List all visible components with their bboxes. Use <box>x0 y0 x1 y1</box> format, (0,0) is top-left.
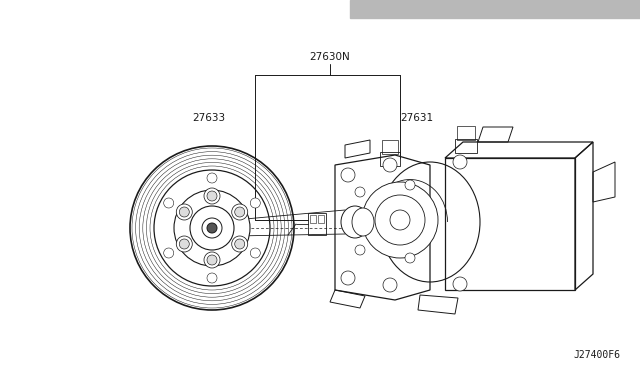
Circle shape <box>355 245 365 255</box>
Text: 27630N: 27630N <box>310 52 350 62</box>
Bar <box>457 126 475 140</box>
Circle shape <box>232 236 248 252</box>
Bar <box>382 140 398 154</box>
Ellipse shape <box>352 208 374 236</box>
Bar <box>445 158 575 290</box>
Text: 27631: 27631 <box>400 113 433 123</box>
Circle shape <box>176 236 192 252</box>
Circle shape <box>453 155 467 169</box>
Circle shape <box>250 248 260 258</box>
Bar <box>308 213 326 235</box>
Circle shape <box>207 273 217 283</box>
Circle shape <box>207 191 217 201</box>
Circle shape <box>383 278 397 292</box>
Circle shape <box>375 195 425 245</box>
Circle shape <box>390 210 410 230</box>
Circle shape <box>204 252 220 268</box>
Circle shape <box>179 239 189 249</box>
Circle shape <box>232 204 248 220</box>
Bar <box>318 215 324 223</box>
Bar <box>380 152 400 166</box>
Circle shape <box>405 180 415 190</box>
Text: 27633: 27633 <box>192 113 225 123</box>
Circle shape <box>176 204 192 220</box>
Text: J27400F6: J27400F6 <box>573 350 620 360</box>
Circle shape <box>164 248 173 258</box>
Circle shape <box>250 198 260 208</box>
Circle shape <box>207 255 217 265</box>
Circle shape <box>190 206 234 250</box>
Bar <box>350 0 640 18</box>
Circle shape <box>453 277 467 291</box>
Circle shape <box>235 207 244 217</box>
Circle shape <box>355 187 365 197</box>
Circle shape <box>207 173 217 183</box>
Circle shape <box>383 158 397 172</box>
Circle shape <box>204 188 220 204</box>
Circle shape <box>174 190 250 266</box>
Ellipse shape <box>341 206 369 238</box>
Circle shape <box>235 239 244 249</box>
Circle shape <box>207 223 217 233</box>
Bar <box>455 139 477 153</box>
Circle shape <box>341 168 355 182</box>
Circle shape <box>179 207 189 217</box>
Circle shape <box>341 271 355 285</box>
Circle shape <box>362 182 438 258</box>
Bar <box>310 215 316 223</box>
Circle shape <box>164 198 173 208</box>
Circle shape <box>405 253 415 263</box>
